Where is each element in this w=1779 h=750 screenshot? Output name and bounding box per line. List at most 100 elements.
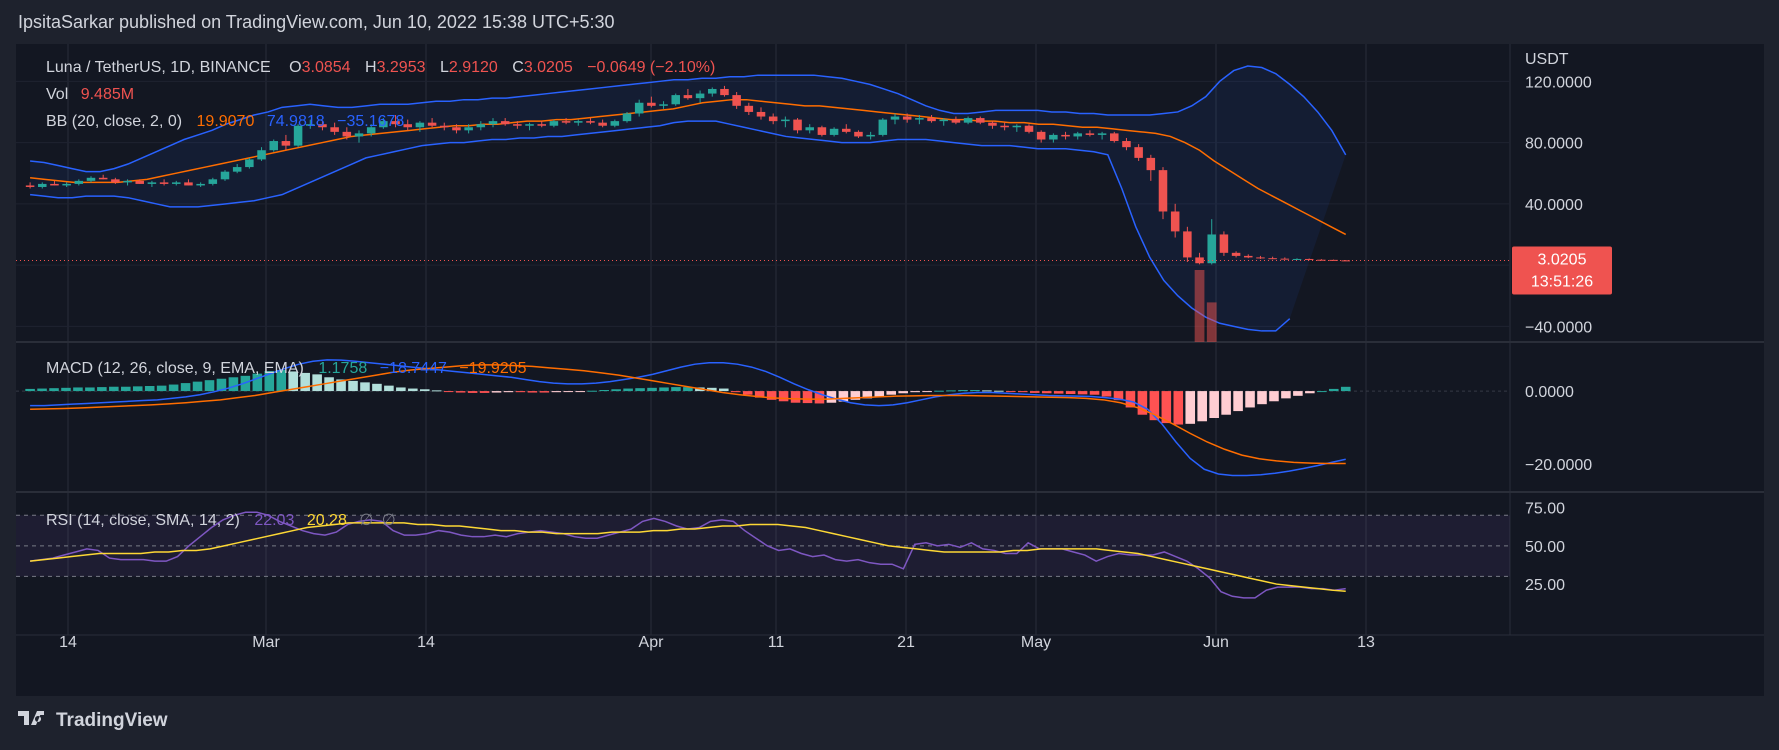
close-value: 3.0205: [523, 59, 573, 76]
macd-histogram-bar: [850, 391, 861, 400]
candle-body: [902, 116, 912, 120]
tradingview-brand: TradingView: [56, 710, 168, 731]
bb-lower-value: −35.1678: [337, 113, 405, 130]
open-label: O: [289, 59, 302, 76]
macd-histogram-bar: [276, 370, 287, 392]
candle-body: [1110, 133, 1119, 142]
macd-label[interactable]: MACD (12, 26, close, 9, EMA, EMA): [46, 360, 304, 377]
candle-body: [452, 127, 461, 131]
macd-histogram-bar: [300, 372, 310, 392]
macd-histogram-bar: [683, 387, 693, 392]
candle-body: [732, 95, 741, 106]
current-price-label: 3.0205: [1538, 251, 1587, 268]
macd-histogram-bar: [599, 390, 609, 392]
candle-body: [963, 118, 973, 123]
macd-histogram-bar: [635, 388, 645, 392]
candle-body: [634, 102, 644, 114]
macd-histogram-bar: [408, 388, 418, 392]
macd-histogram-bar: [156, 385, 167, 392]
rsi-label[interactable]: RSI (14, close, SMA, 14, 2): [46, 512, 240, 529]
candle-body: [208, 179, 218, 184]
candle-body: [793, 119, 802, 131]
price-axis-tick: −40.0000: [1525, 319, 1592, 336]
candle-body: [427, 122, 437, 126]
candle-body: [25, 185, 35, 187]
macd-histogram-bar: [1317, 391, 1327, 393]
rsi-na-2: ∅: [381, 512, 396, 529]
candle-body: [878, 119, 888, 135]
candle-body: [62, 183, 71, 186]
candle-body: [1000, 125, 1009, 128]
macd-histogram-bar: [946, 390, 956, 392]
macd-histogram-bar: [49, 388, 59, 392]
macd-histogram-bar: [1221, 391, 1231, 415]
macd-histogram-bar: [1006, 391, 1016, 393]
bb-label[interactable]: BB (20, close, 2, 0): [46, 113, 183, 130]
macd-histogram-bar: [814, 391, 825, 404]
candle-body: [1183, 231, 1192, 258]
price-legend: Luna / TetherUS, 1D, BINANCE O3.0854 H3.…: [46, 59, 715, 77]
candle-body: [915, 118, 924, 120]
macd-histogram-bar: [766, 391, 777, 400]
rsi-axis-tick: 25.00: [1525, 577, 1565, 594]
candle-body: [86, 177, 96, 181]
time-axis-tick: 14: [417, 634, 435, 651]
macd-histogram-bar: [431, 390, 442, 392]
candle-body: [220, 171, 230, 180]
macd-histogram-bar: [551, 391, 562, 393]
macd-signal-value: −19.9205: [459, 360, 527, 377]
macd-histogram-bar: [527, 391, 538, 393]
macd-histogram-bar: [455, 391, 466, 393]
symbol-label[interactable]: Luna / TetherUS, 1D, BINANCE: [46, 59, 271, 76]
macd-histogram-bar: [970, 390, 980, 392]
bb-upper-value: 74.9818: [266, 113, 325, 130]
candle-body: [257, 150, 266, 160]
candle-body: [890, 116, 900, 120]
macd-histogram-bar: [994, 390, 1004, 392]
macd-histogram-bar: [910, 391, 920, 393]
volume-legend: Vol 9.485M: [46, 86, 134, 104]
rsi-sma-line: [30, 522, 1346, 593]
candle-body: [683, 95, 693, 99]
chart-panel[interactable]: USDT 120.0000 80.0000 40.0000 −40.0000 3.0205…: [16, 44, 1764, 696]
macd-histogram-bar: [730, 391, 741, 393]
candle-body: [159, 182, 169, 184]
candle-body: [306, 124, 315, 126]
macd-histogram-bar: [132, 386, 143, 392]
time-axis-tick: 13: [1357, 634, 1375, 651]
candle-body: [988, 122, 997, 126]
macd-histogram-bar: [958, 390, 968, 392]
candle-body: [123, 180, 132, 183]
open-value: 3.0854: [301, 59, 351, 76]
candle-body: [269, 141, 278, 151]
macd-hist-value: 1.1758: [318, 360, 368, 377]
candle-body: [671, 95, 680, 105]
chart-svg[interactable]: USDT 120.0000 80.0000 40.0000 −40.0000 3.0205…: [16, 44, 1764, 696]
candle-body: [598, 122, 607, 126]
candle-body: [440, 125, 449, 128]
candle-body: [196, 183, 205, 186]
candle-body: [756, 111, 766, 117]
macd-histogram-bar: [168, 384, 179, 392]
macd-axis-tick: −20.0000: [1525, 457, 1592, 474]
time-axis-tick: 14: [59, 634, 77, 651]
candle-body: [537, 124, 546, 126]
time-axis-tick: Jun: [1203, 634, 1229, 651]
macd-histogram-bar: [563, 391, 574, 393]
candle-body: [354, 133, 364, 137]
candle-body: [281, 141, 291, 146]
macd-histogram-bar: [886, 391, 897, 395]
candle-body: [842, 128, 851, 132]
tradingview-logo[interactable]: TradingView: [18, 709, 168, 733]
candle-body: [708, 88, 717, 94]
volume-label[interactable]: Vol: [46, 86, 69, 103]
macd-histogram-bar: [1041, 391, 1052, 394]
candle-body: [1231, 252, 1241, 256]
tradingview-logo-icon: [18, 709, 48, 733]
candle-body: [1195, 257, 1204, 264]
time-axis-tick: Mar: [252, 634, 280, 651]
macd-histogram-bar: [288, 371, 299, 392]
macd-histogram-bar: [982, 390, 992, 392]
candle-body: [1317, 259, 1326, 261]
macd-histogram-bar: [85, 387, 95, 392]
